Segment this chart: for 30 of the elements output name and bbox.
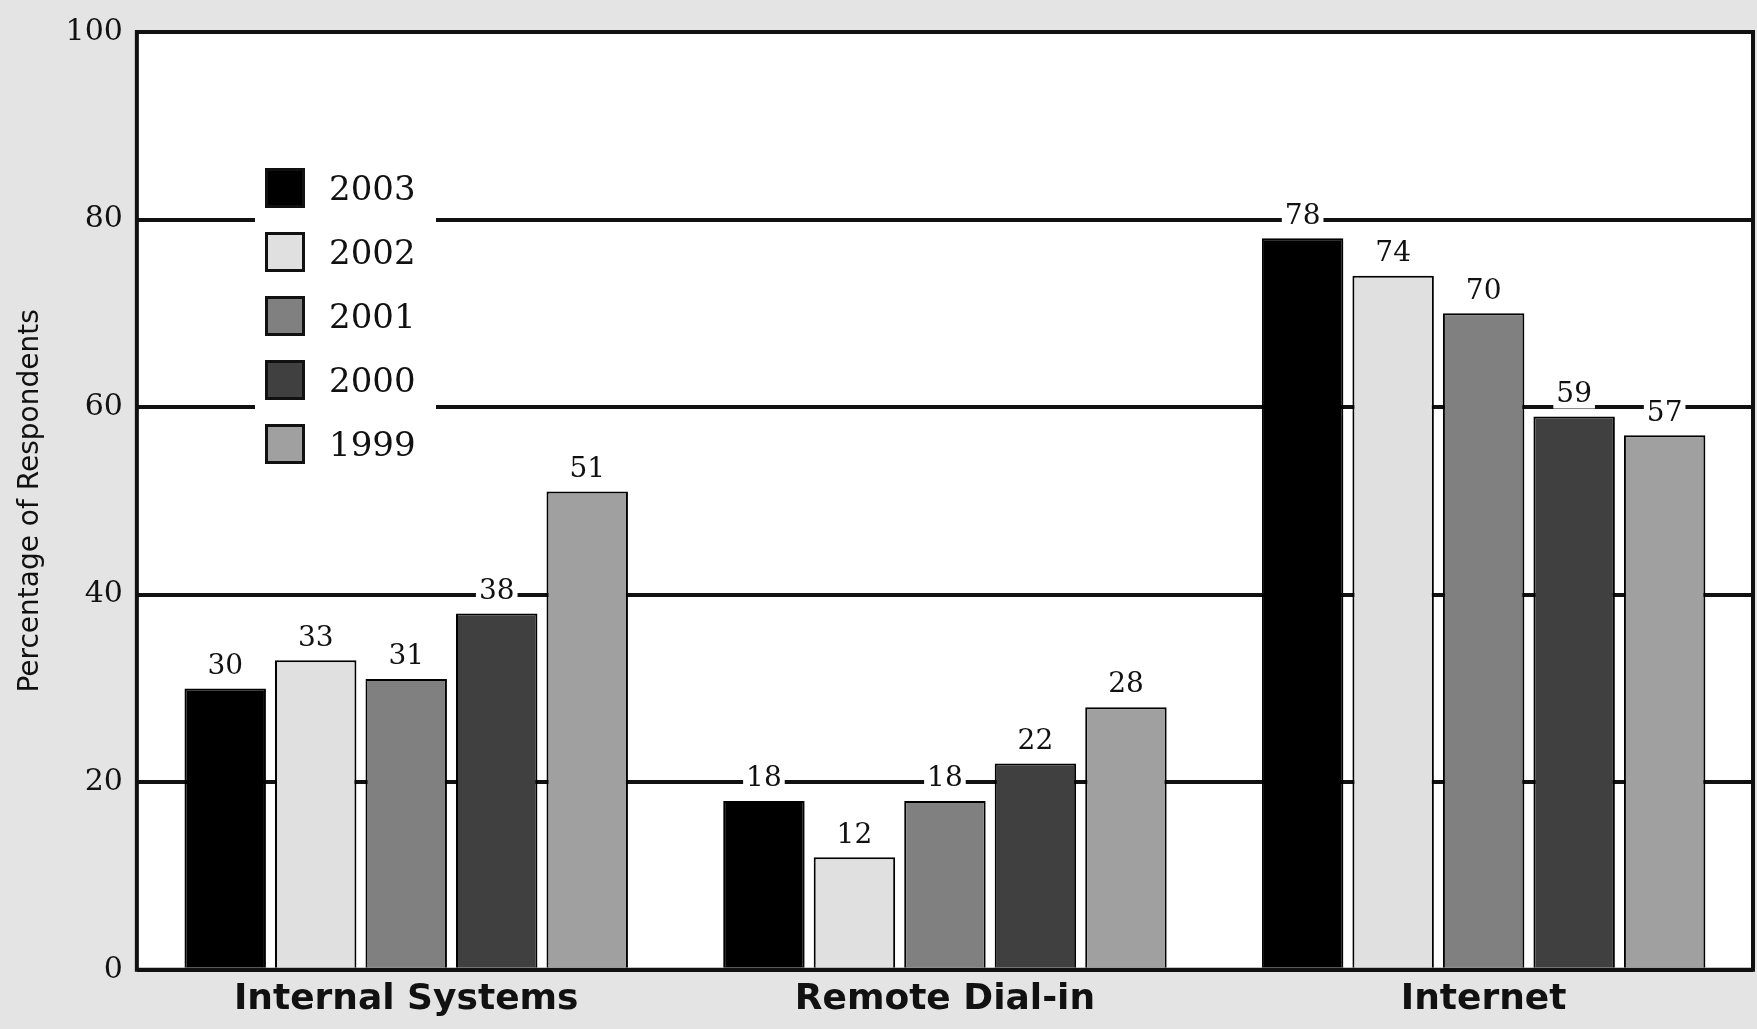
data-label: 18 — [927, 760, 963, 794]
data-label: 78 — [1284, 197, 1321, 231]
data-label: 30 — [207, 647, 244, 681]
data-label: 12 — [836, 816, 873, 850]
data-label: 31 — [388, 638, 425, 672]
legend-label: 1999 — [329, 424, 416, 464]
y-axis-title: Percentage of Respondents — [12, 309, 46, 693]
x-tick-label: Internal Systems — [233, 975, 579, 1017]
y-tick-label: 80 — [84, 199, 123, 235]
y-tick-label: 20 — [84, 762, 123, 798]
data-label: 74 — [1375, 235, 1411, 269]
x-tick-label: Internet — [1400, 975, 1567, 1017]
data-label: 33 — [297, 619, 334, 653]
data-label: 38 — [478, 572, 515, 606]
data-label: 18 — [746, 760, 782, 794]
data-label: 70 — [1465, 272, 1502, 306]
data-label: 51 — [569, 450, 606, 484]
legend-label: 2002 — [329, 232, 416, 272]
y-tick-label: 0 — [103, 949, 123, 985]
data-label: 59 — [1556, 375, 1592, 409]
legend-label: 2001 — [329, 296, 416, 336]
data-label: 28 — [1108, 666, 1144, 700]
y-tick-label: 100 — [65, 11, 123, 47]
x-tick-label: Remote Dial-in — [794, 975, 1096, 1017]
legend-label: 2003 — [329, 168, 416, 208]
legend-label: 2000 — [329, 360, 416, 400]
y-tick-label: 60 — [84, 386, 123, 422]
data-label: 57 — [1646, 394, 1683, 428]
y-tick-label: 40 — [84, 574, 123, 610]
data-label: 22 — [1017, 722, 1054, 756]
